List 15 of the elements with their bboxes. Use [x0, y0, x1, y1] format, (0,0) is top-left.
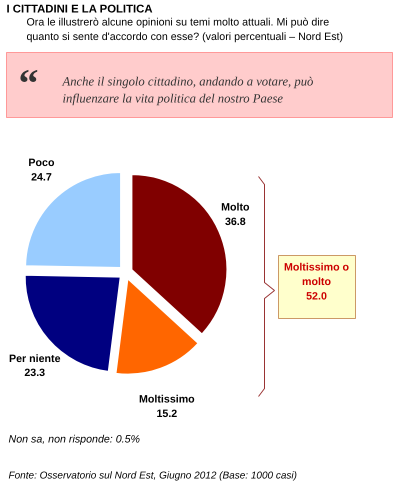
- text: Non sa, non risponde: 0.5%: [8, 434, 141, 446]
- chart-title: I CITTADINI E LA POLITICA: [6, 4, 152, 16]
- slice-label: Poco: [28, 157, 55, 170]
- text: Anche il singolo cittadino, andando a votare, può influenzare la vita politica del nostro Paese: [62, 74, 314, 106]
- source-note: Fonte: Osservatorio sul Nord Est, Giugno 2012 (Base: 1000 casi): [8, 470, 297, 482]
- slice-label: Per niente: [8, 352, 61, 365]
- data-label: 15.2: [156, 408, 178, 420]
- text: Moltissimo o molto 52.0: [284, 262, 350, 302]
- slice-label: Moltissimo: [139, 394, 196, 406]
- text: “: [18, 60, 38, 106]
- data-label: 23.3: [24, 367, 46, 380]
- slice-label: Molto: [221, 202, 250, 214]
- chart-subtitle: Ora le illustrerò alcune opinioni su temi molto attuali. Mi può dire quanto si sente d'accordo con esse? (valori percentuali – Nord Est): [26, 16, 344, 43]
- data-label: 36.8: [224, 216, 246, 228]
- data-label: 24.7: [31, 172, 52, 184]
